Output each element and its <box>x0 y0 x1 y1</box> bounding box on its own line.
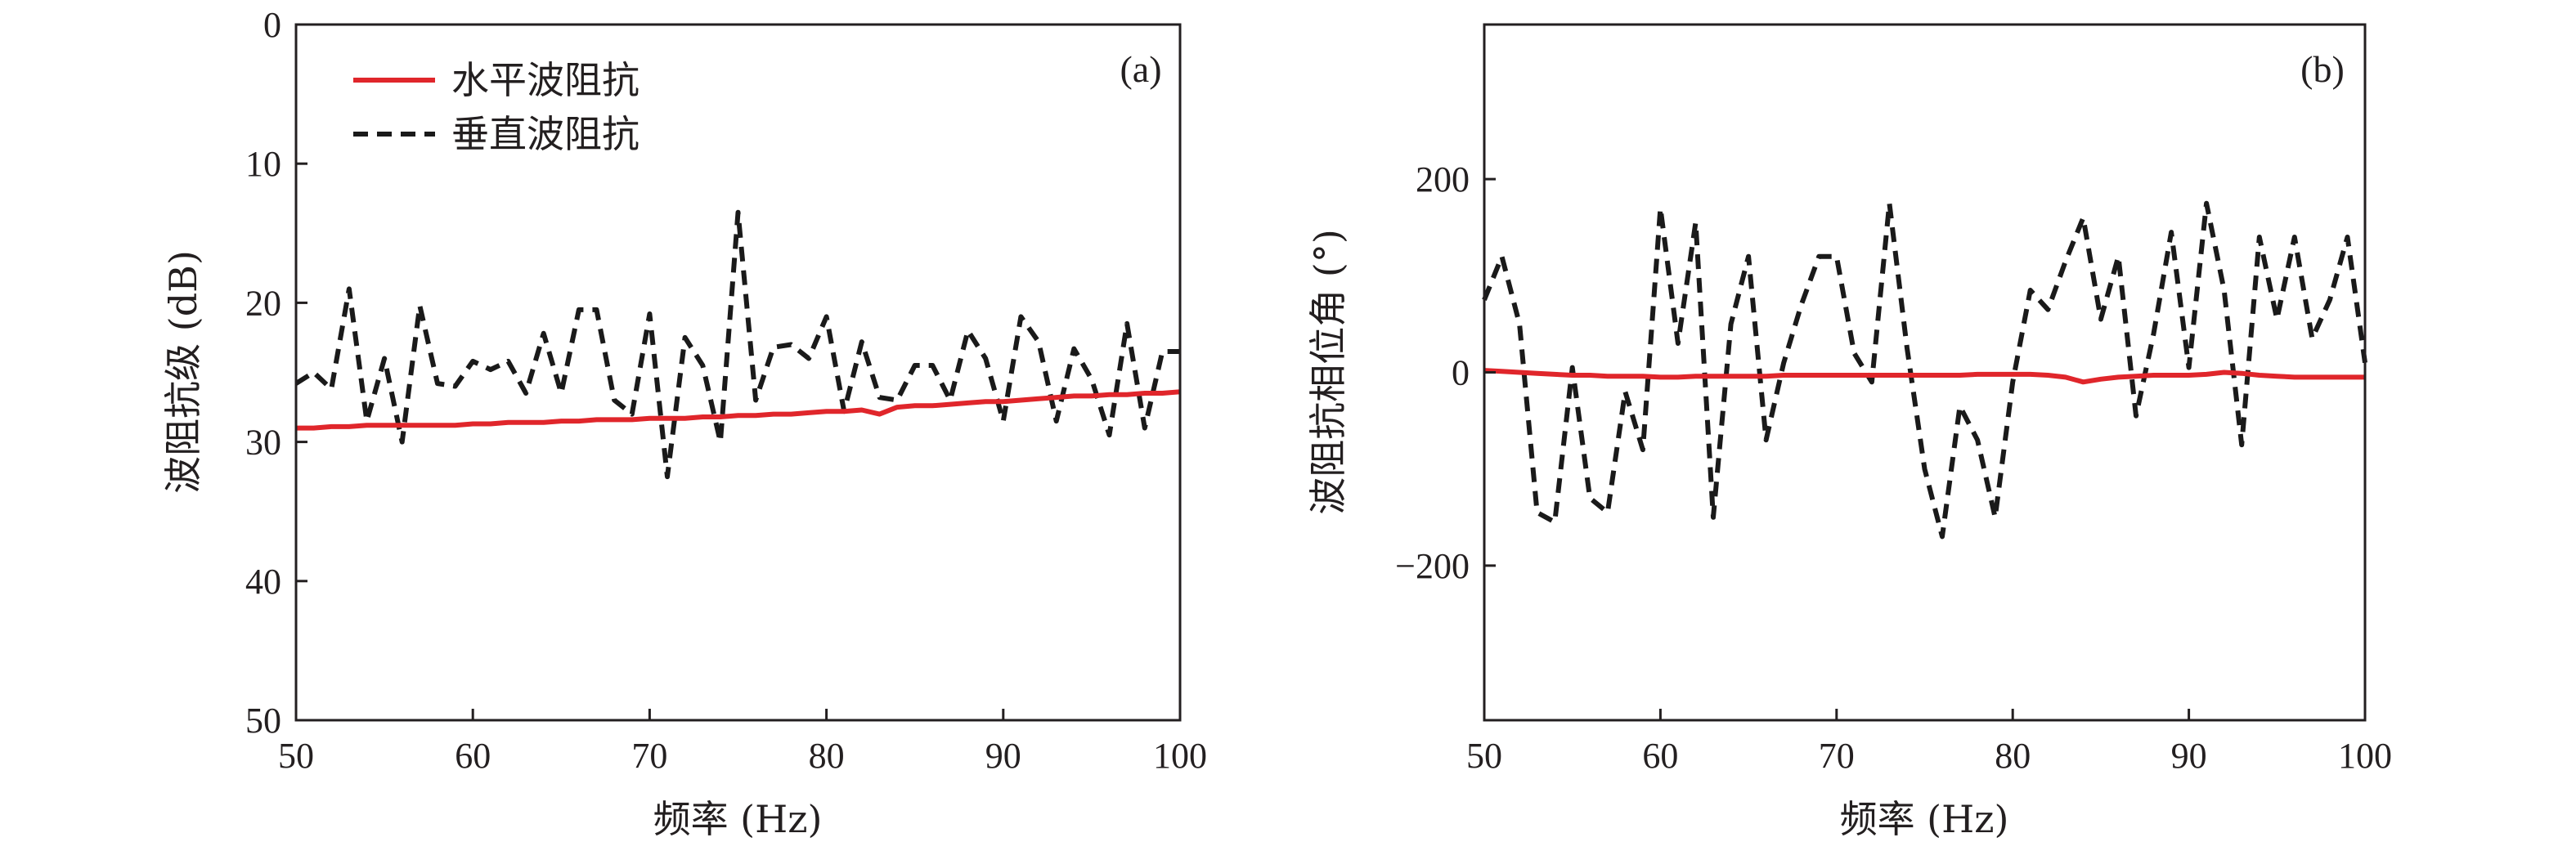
panel-b-y-axis-title: 波阻抗相位角 (°) <box>1306 229 1350 515</box>
panel-b-x-tick-label: 80 <box>1995 736 2031 776</box>
panel-b-x-tick-label: 70 <box>1819 736 1855 776</box>
panel-b-series-vertical <box>1482 200 2367 540</box>
panel-a-ticks: 50 60 70 80 90 100 0 10 20 30 40 50 <box>245 5 1207 776</box>
panel-a-y-axis-title: 波阻抗级 (dB) <box>161 250 205 494</box>
panel-a-y-tick-label: 0 <box>263 5 281 45</box>
panel-a-y-tick-label: 30 <box>245 423 281 463</box>
panel-a-series-horizontal <box>296 389 1181 431</box>
panel-b-y-tick-label: −200 <box>1395 546 1470 586</box>
legend-label-vertical: 垂直波阻抗 <box>451 112 640 156</box>
panel-a-x-tick-label: 50 <box>278 736 314 776</box>
panel-a-impedance-level: 50 60 70 80 90 100 0 10 20 30 40 50 (a) 频率 (Hz) 波阻抗… <box>161 5 1207 841</box>
panel-a-series-vertical <box>294 209 1180 480</box>
panel-b-plot-lines <box>1482 200 2367 540</box>
legend: 水平波阻抗 垂直波阻抗 <box>353 58 640 156</box>
panel-b-tag: (b) <box>2300 48 2345 90</box>
panel-a-tag: (a) <box>1120 48 1161 90</box>
panel-b-series-horizontal <box>1483 368 2365 385</box>
panel-a-y-tick-label: 40 <box>245 562 281 602</box>
panel-a-y-tick-label: 50 <box>245 701 281 741</box>
panel-a-x-axis-title: 频率 (Hz) <box>653 797 823 841</box>
panel-b-y-tick-label: 0 <box>1452 353 1470 393</box>
panel-a-plot-frame <box>294 23 1182 722</box>
panel-b-impedance-phase: 50 60 70 80 90 100 200 0 −200 (b) 频率 (Hz) 波阻抗相位角… <box>1306 23 2392 841</box>
panel-b-y-tick-label: 200 <box>1416 159 1470 199</box>
panel-b-x-tick-label: 90 <box>2171 736 2207 776</box>
panel-a-x-tick-label: 100 <box>1153 736 1207 776</box>
panel-a-y-tick-label: 20 <box>245 283 281 323</box>
panel-a-plot-lines <box>294 209 1181 480</box>
panel-b-x-tick-label: 50 <box>1466 736 1502 776</box>
panel-b-x-axis-title: 频率 (Hz) <box>1840 797 2009 841</box>
panel-a-x-tick-label: 90 <box>985 736 1021 776</box>
panel-a-x-tick-label: 60 <box>455 736 491 776</box>
panel-a-x-tick-label: 70 <box>631 736 667 776</box>
panel-b-x-tick-label: 100 <box>2338 736 2392 776</box>
panel-a-x-tick-label: 80 <box>809 736 845 776</box>
legend-label-horizontal: 水平波阻抗 <box>451 58 640 102</box>
panel-a-y-tick-label: 10 <box>245 144 281 184</box>
panel-b-x-tick-label: 60 <box>1642 736 1678 776</box>
panel-b-ticks: 50 60 70 80 90 100 200 0 −200 <box>1395 159 2392 776</box>
